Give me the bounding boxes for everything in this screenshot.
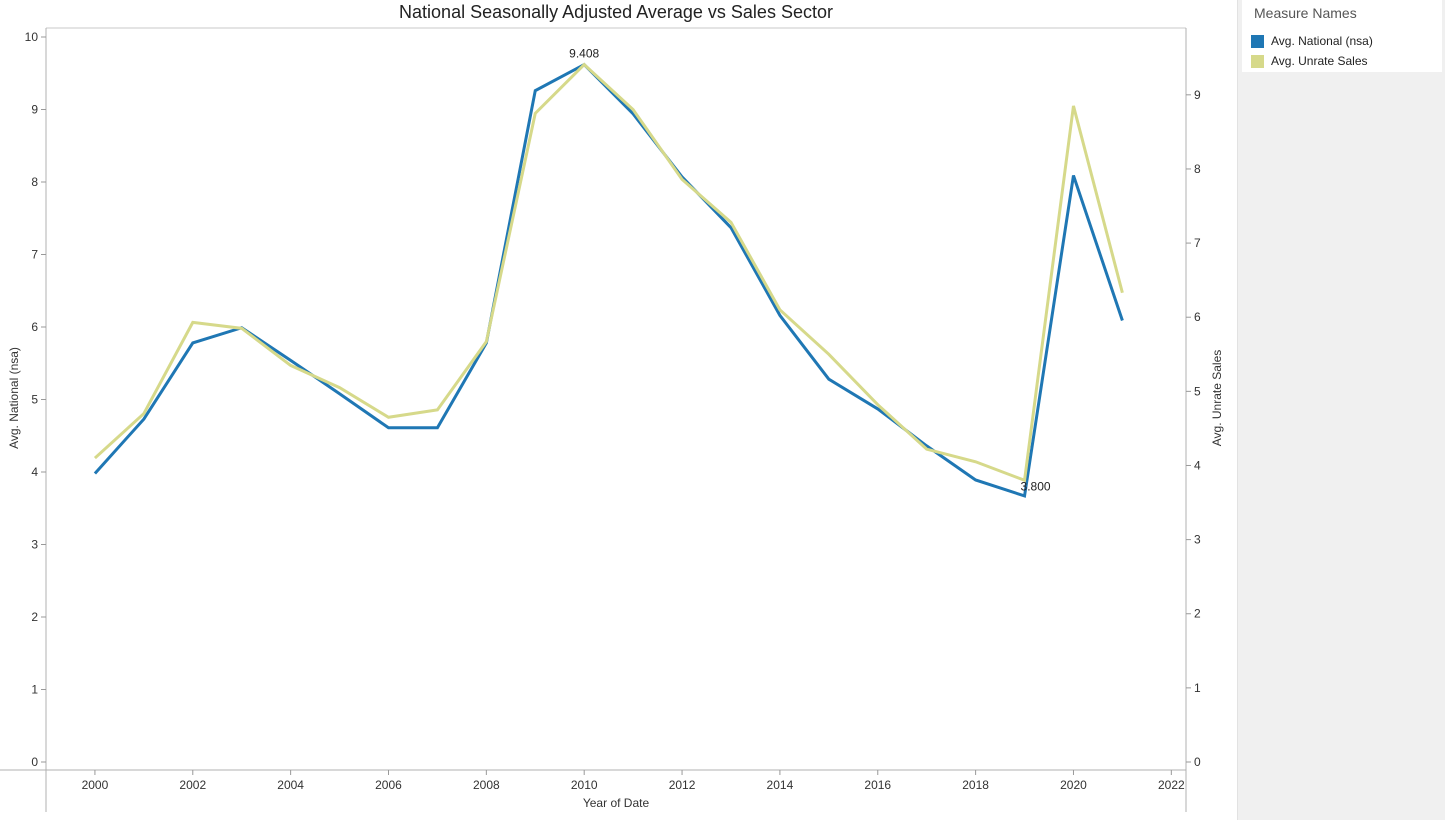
left-y-tick-label: 0 [31, 755, 38, 769]
left-y-tick-label: 1 [31, 683, 38, 697]
data-label: 9.408 [569, 47, 599, 61]
x-axis: 2000 2002 2004 2006 2008 2010 2012 2014 2016 2018… [82, 770, 1185, 792]
left-y-tick-label: 5 [31, 393, 38, 407]
chart-title: National Seasonally Adjusted Average vs … [399, 2, 833, 22]
x-tick-label: 2006 [375, 778, 402, 792]
x-tick-label: 2016 [864, 778, 891, 792]
x-tick-label: 2020 [1060, 778, 1087, 792]
right-y-tick-label: 9 [1194, 88, 1201, 102]
legend-swatch-unrate-sales [1251, 54, 1264, 68]
right-y-tick-label: 0 [1194, 755, 1201, 769]
x-tick-label: 2000 [82, 778, 109, 792]
right-y-tick-label: 7 [1194, 236, 1201, 250]
x-tick-label: 2014 [767, 778, 794, 792]
x-tick-label: 2010 [571, 778, 598, 792]
data-label: 3.800 [1021, 479, 1051, 493]
x-axis-title: Year of Date [583, 796, 650, 810]
series-layer [93, 62, 1124, 498]
legend-title: Measure Names [1254, 5, 1357, 21]
left-y-tick-label: 2 [31, 610, 38, 624]
legend: Measure Names Avg. National (nsa) Avg. U… [1242, 0, 1442, 72]
x-tick-label: 2018 [962, 778, 989, 792]
x-tick-label: 2002 [179, 778, 206, 792]
left-y-tick-label: 8 [31, 175, 38, 189]
legend-item-unrate-sales[interactable]: Avg. Unrate Sales [1242, 51, 1442, 71]
x-tick-label: 2008 [473, 778, 500, 792]
right-y-tick-label: 1 [1194, 681, 1201, 695]
series-line-unrate-sales [93, 62, 1124, 483]
left-y-tick-label: 4 [31, 465, 38, 479]
right-y-tick-label: 8 [1194, 162, 1201, 176]
right-y-axis: 0 1 2 3 4 5 6 7 8 9 [1186, 88, 1201, 769]
right-y-tick-label: 6 [1194, 310, 1201, 324]
x-tick-label: 2004 [277, 778, 304, 792]
left-y-tick-label: 7 [31, 248, 38, 262]
left-y-tick-label: 3 [31, 538, 38, 552]
left-y-tick-label: 6 [31, 320, 38, 334]
right-y-axis-title: Avg. Unrate Sales [1210, 350, 1224, 447]
right-y-tick-label: 5 [1194, 384, 1201, 398]
legend-panel: Measure Names Avg. National (nsa) Avg. U… [1237, 0, 1445, 820]
left-y-tick-label: 10 [25, 30, 39, 44]
right-y-tick-label: 4 [1194, 458, 1201, 472]
line-chart: 0 1 2 3 4 5 6 7 8 9 10 0 1 2 3 4 5 6 7 8 9 2000 2002 2004 2006… [0, 27, 1224, 812]
legend-item-national[interactable]: Avg. National (nsa) [1242, 31, 1442, 51]
x-tick-label: 2022 [1158, 778, 1185, 792]
left-y-tick-label: 9 [31, 103, 38, 117]
legend-swatch-national [1251, 34, 1264, 48]
x-tick-label: 2012 [669, 778, 696, 792]
legend-label-unrate-sales: Avg. Unrate Sales [1271, 54, 1368, 68]
right-y-tick-label: 3 [1194, 533, 1201, 547]
left-y-axis: 0 1 2 3 4 5 6 7 8 9 10 [25, 30, 46, 769]
legend-label-national: Avg. National (nsa) [1271, 34, 1373, 48]
left-y-axis-title: Avg. National (nsa) [7, 347, 21, 449]
chart-frame [0, 27, 1187, 812]
annotation-layer: 9.408 3.800 [569, 47, 1051, 494]
right-y-tick-label: 2 [1194, 607, 1201, 621]
series-line-national [93, 62, 1124, 498]
